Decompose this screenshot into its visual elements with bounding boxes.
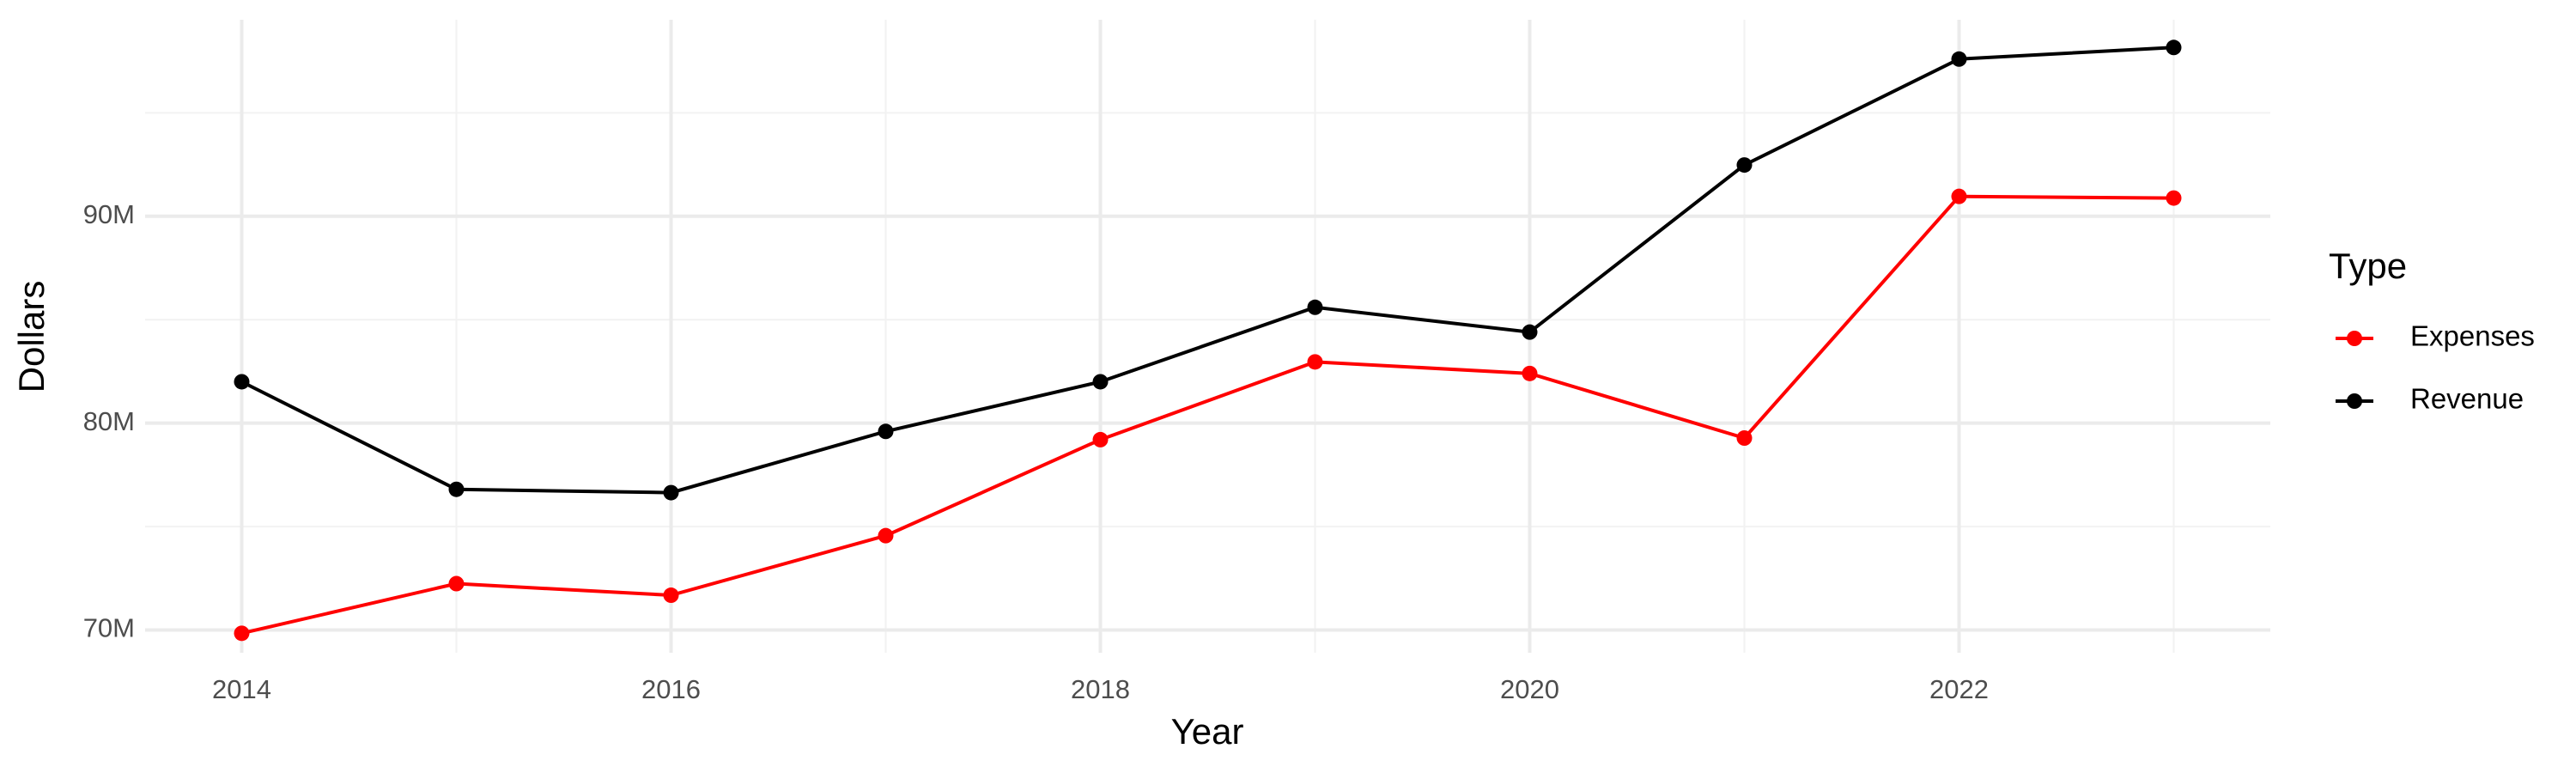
data-point [2166,190,2182,206]
y-tick-label: 90M [83,199,135,229]
x-axis-title: Year [1171,711,1244,752]
data-point [1092,431,1109,447]
data-point [878,527,894,544]
legend-key-point [2347,393,2362,409]
data-point [1307,299,1323,315]
data-point [234,374,250,390]
data-point [2166,40,2182,56]
data-point [1092,374,1109,390]
x-tick-label: 2014 [212,674,271,704]
data-point [1522,365,1538,381]
data-point [663,484,679,501]
y-axis-title: Dollars [11,281,52,393]
data-point [663,587,679,604]
legend-label: Revenue [2410,383,2524,415]
data-point [448,575,465,592]
data-point [448,481,465,497]
y-tick-label: 80M [83,406,135,436]
y-tick-label: 70M [83,613,135,643]
data-point [1736,157,1753,173]
series-line [241,194,2174,636]
legend-key-point [2347,331,2362,346]
data-point [1951,188,1967,204]
legend-title: Type [2329,246,2407,286]
data-point [1951,51,1967,67]
x-tick-label: 2018 [1071,674,1130,704]
data-point [234,625,250,642]
data-point [1522,324,1538,340]
data-point [1736,429,1753,446]
data-point [1307,354,1323,370]
series-line [240,46,2174,495]
x-tick-label: 2016 [641,674,701,704]
x-tick-label: 2022 [1929,674,1989,704]
data-point [878,423,894,440]
x-tick-label: 2020 [1500,674,1559,704]
legend-label: Expenses [2410,320,2535,352]
